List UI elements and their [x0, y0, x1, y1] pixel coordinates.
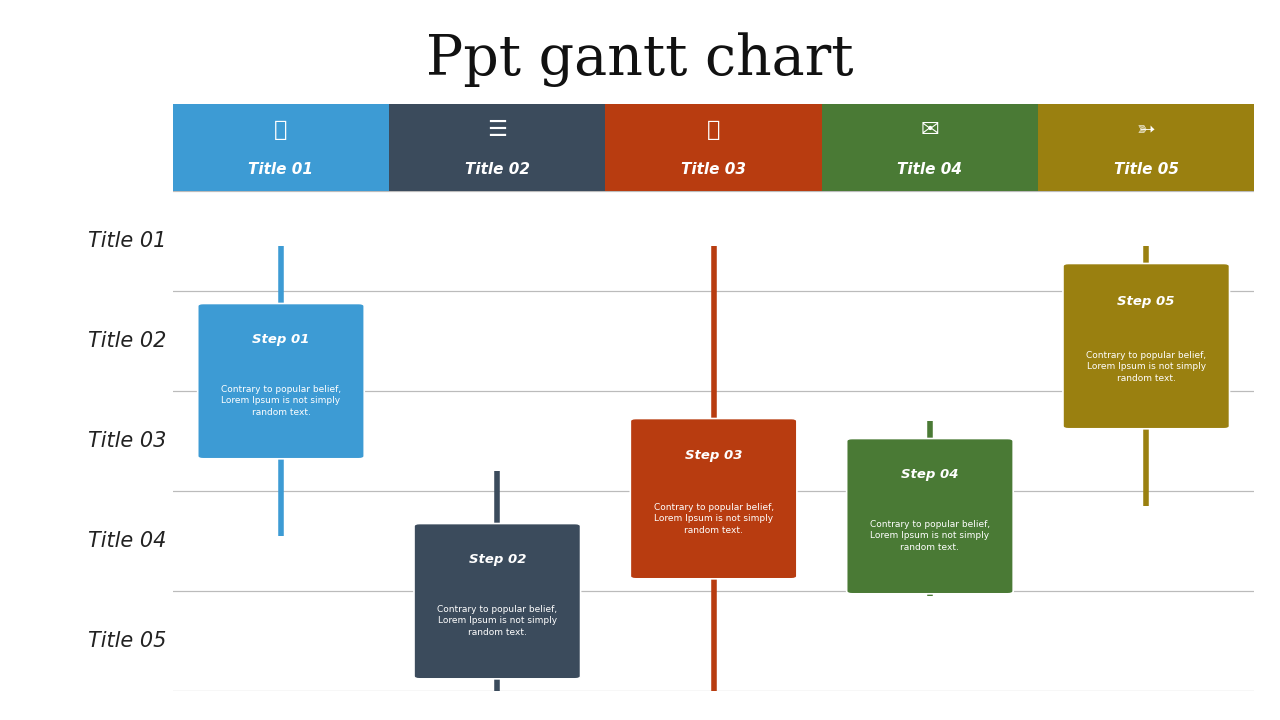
Text: Step 02: Step 02	[468, 553, 526, 566]
FancyBboxPatch shape	[413, 523, 581, 679]
Text: ⌗: ⌗	[707, 120, 721, 140]
FancyBboxPatch shape	[822, 104, 1038, 191]
FancyBboxPatch shape	[630, 418, 797, 579]
Text: Title 01: Title 01	[88, 231, 166, 251]
Text: ⌕: ⌕	[274, 120, 288, 140]
Text: Title 03: Title 03	[681, 162, 746, 177]
Text: ➳: ➳	[1137, 120, 1156, 140]
FancyBboxPatch shape	[1038, 104, 1254, 191]
Text: Ppt gantt chart: Ppt gantt chart	[426, 32, 854, 87]
Text: Contrary to popular belief,
Lorem Ipsum is not simply
random text.: Contrary to popular belief, Lorem Ipsum …	[654, 503, 773, 535]
Text: Contrary to popular belief,
Lorem Ipsum is not simply
random text.: Contrary to popular belief, Lorem Ipsum …	[1087, 351, 1206, 383]
Text: Title 04: Title 04	[897, 162, 963, 177]
Text: Title 01: Title 01	[248, 162, 314, 177]
Text: Title 05: Title 05	[88, 631, 166, 651]
Text: Title 03: Title 03	[88, 431, 166, 451]
Text: Step 01: Step 01	[252, 333, 310, 346]
FancyBboxPatch shape	[605, 104, 822, 191]
Text: Title 02: Title 02	[465, 162, 530, 177]
Text: Step 03: Step 03	[685, 449, 742, 462]
Text: Contrary to popular belief,
Lorem Ipsum is not simply
random text.: Contrary to popular belief, Lorem Ipsum …	[438, 605, 557, 636]
FancyBboxPatch shape	[389, 104, 605, 191]
FancyBboxPatch shape	[197, 303, 365, 459]
Text: Title 04: Title 04	[88, 531, 166, 552]
FancyBboxPatch shape	[846, 438, 1014, 594]
Text: Step 05: Step 05	[1117, 294, 1175, 308]
Text: Title 02: Title 02	[88, 331, 166, 351]
Text: Title 05: Title 05	[1114, 162, 1179, 177]
Text: Contrary to popular belief,
Lorem Ipsum is not simply
random text.: Contrary to popular belief, Lorem Ipsum …	[221, 384, 340, 417]
FancyBboxPatch shape	[1062, 264, 1230, 429]
Text: Contrary to popular belief,
Lorem Ipsum is not simply
random text.: Contrary to popular belief, Lorem Ipsum …	[870, 520, 989, 552]
Text: ✉: ✉	[920, 120, 940, 140]
FancyBboxPatch shape	[173, 104, 389, 191]
Text: Step 04: Step 04	[901, 468, 959, 481]
Text: ☰: ☰	[488, 120, 507, 140]
